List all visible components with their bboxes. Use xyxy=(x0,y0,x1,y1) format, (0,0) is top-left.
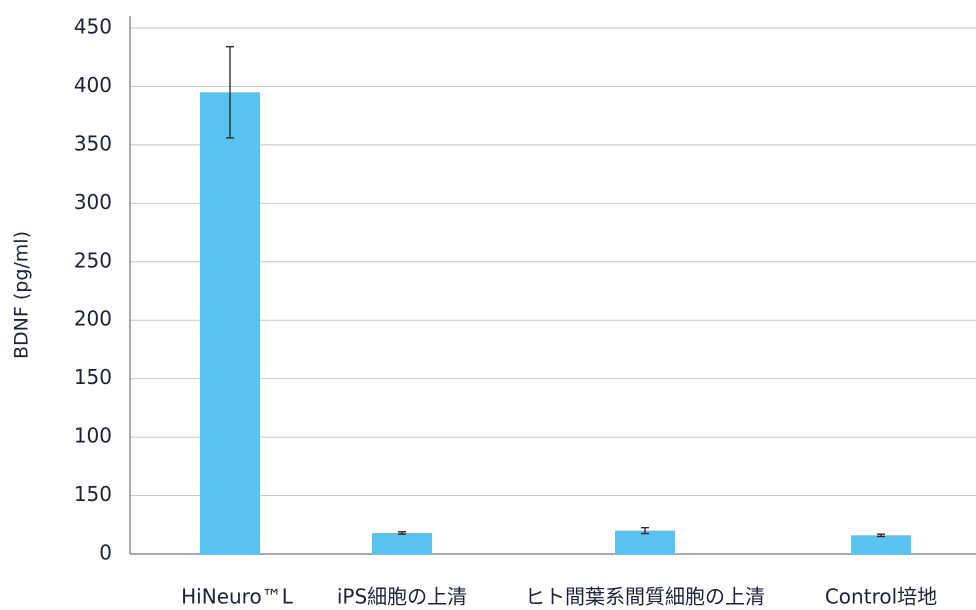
y-tick-label: 100 xyxy=(74,424,112,448)
y-tick-label: 400 xyxy=(74,73,112,97)
y-tick-label: 0 xyxy=(99,541,112,565)
y-tick-label: 450 xyxy=(74,15,112,39)
y-tick-label: 150 xyxy=(74,482,112,506)
y-tick-label: 300 xyxy=(74,190,112,214)
error-bar xyxy=(641,527,649,535)
bar xyxy=(615,530,675,554)
y-tick-label: 250 xyxy=(74,248,112,272)
x-tick-label: iPS細胞の上清 xyxy=(337,585,467,609)
bar xyxy=(372,532,432,554)
error-bar xyxy=(398,531,406,535)
bar xyxy=(851,535,911,554)
y-tick-label: 200 xyxy=(74,307,112,331)
y-tick-label: 350 xyxy=(74,131,112,155)
bar xyxy=(200,92,260,555)
x-tick-label: HiNeuro™L xyxy=(181,585,294,609)
x-tick-label: Control培地 xyxy=(825,585,937,609)
x-tick-label: ヒト間葉系間質細胞の上清 xyxy=(525,585,765,609)
error-bar xyxy=(226,46,234,139)
error-bar xyxy=(877,533,885,538)
y-tick-label: 150 xyxy=(74,365,112,389)
y-axis-label: BDNF (pg/ml) xyxy=(11,231,33,359)
